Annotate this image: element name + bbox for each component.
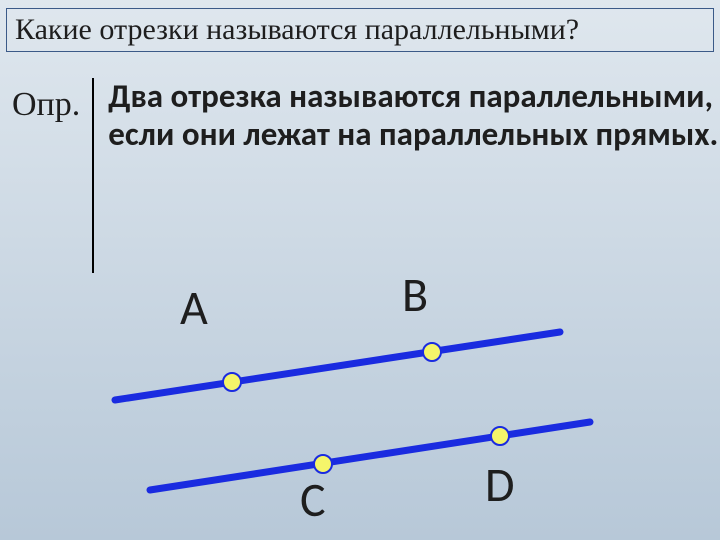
definition-text: Два отрезка называются параллельными, ес… (94, 78, 720, 154)
title-box: Какие отрезки называются параллельными? (6, 8, 714, 52)
point-label-b: B (402, 265, 428, 324)
parallel-segments-diagram: ABCD (0, 290, 720, 540)
point-b (423, 343, 441, 361)
point-label-c: C (300, 470, 326, 529)
segment-line-1 (115, 332, 560, 400)
point-d (491, 427, 509, 445)
title-text: Какие отрезки называются параллельными? (15, 13, 705, 47)
opr-label: Опр. (12, 78, 92, 124)
point-a (223, 373, 241, 391)
point-label-a: A (180, 278, 208, 337)
definition-block: Опр. Два отрезка называются параллельным… (12, 78, 720, 273)
point-label-d: D (485, 455, 515, 514)
segment-line-2 (150, 422, 590, 490)
